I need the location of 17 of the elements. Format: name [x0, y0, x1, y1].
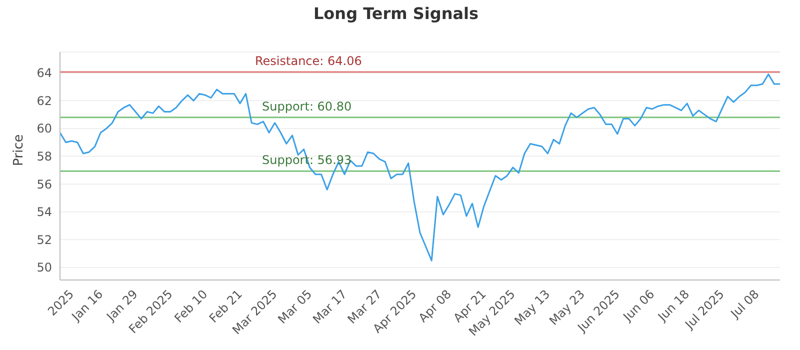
x-tick-label: Jun 06 [620, 287, 658, 324]
x-tick-label: Jul 08 [727, 287, 762, 322]
y-axis-title: Price [12, 134, 27, 166]
y-tick-label: 56 [36, 177, 52, 192]
x-tick-label: Feb 10 [172, 287, 210, 326]
y-tick-label: 54 [36, 205, 52, 220]
x-tick-label: Apr 08 [416, 287, 454, 326]
y-tick-label: 62 [36, 94, 52, 108]
ref-line-label: Resistance: 64.06 [255, 54, 362, 68]
y-tick-label: 52 [36, 232, 52, 247]
ref-line-label: Support: 60.80 [262, 99, 352, 114]
line-series [60, 73, 780, 262]
y-tick-label: 58 [36, 150, 52, 164]
chart-title: Long Term Signals [312, 3, 480, 25]
y-tick-label: 60 [36, 122, 52, 136]
y-tick-label: 50 [36, 260, 52, 275]
y-tick-label: 64 [36, 66, 52, 80]
